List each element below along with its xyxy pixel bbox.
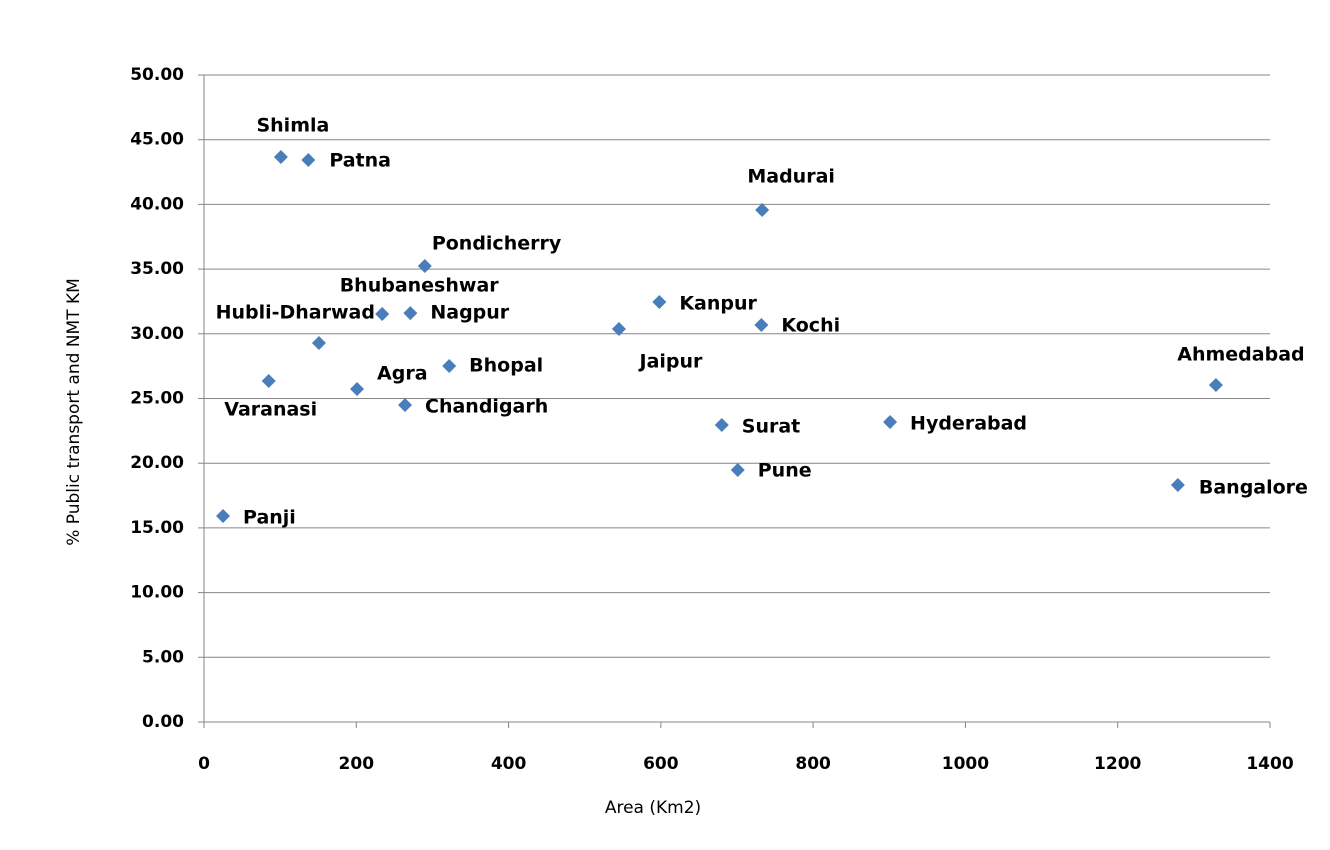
point <box>216 508 231 523</box>
y-tick-label: 25.00 <box>130 389 184 409</box>
y-tick-label: 10.00 <box>130 583 184 603</box>
point <box>350 382 365 397</box>
point-label: Pondicherry <box>432 232 562 254</box>
point-label: Hubli-Dharwad <box>216 301 375 323</box>
point <box>403 306 418 321</box>
x-axis-title: Area (Km2) <box>605 798 701 818</box>
point-label: Bhopal <box>469 355 543 377</box>
point-label: Shimla <box>256 115 329 137</box>
y-tick-label: 45.00 <box>130 130 184 150</box>
point <box>375 307 390 322</box>
point-label: Chandigarh <box>425 395 548 417</box>
point-label: Pune <box>758 460 812 482</box>
point <box>398 397 413 412</box>
x-tick-label: 400 <box>491 754 527 774</box>
point <box>311 335 326 350</box>
point-label: Varanasi <box>224 399 317 421</box>
point-label: Jaipur <box>638 351 704 373</box>
y-axis-title: % Public transport and NMT KM <box>64 278 84 546</box>
point <box>417 258 432 273</box>
point <box>652 294 667 309</box>
point-label: Nagpur <box>430 302 509 324</box>
point-label: Kanpur <box>679 292 757 314</box>
point <box>301 153 316 168</box>
point-label: Bangalore <box>1199 476 1308 498</box>
x-tick-label: 200 <box>339 754 375 774</box>
point <box>442 359 457 374</box>
y-tick-label: 0.00 <box>142 712 184 732</box>
x-tick-label: 600 <box>643 754 679 774</box>
point-label: Agra <box>377 363 428 385</box>
point-label: Madurai <box>747 165 835 187</box>
point <box>1208 378 1223 393</box>
x-tick-label: 1200 <box>1094 754 1141 774</box>
point-label: Patna <box>329 150 391 172</box>
y-tick-label: 40.00 <box>130 194 184 214</box>
x-tick-label: 1400 <box>1246 754 1293 774</box>
point-label: Hyderabad <box>910 413 1027 435</box>
point <box>1170 477 1185 492</box>
x-tick-label: 0 <box>198 754 210 774</box>
point-label: Kochi <box>781 315 840 337</box>
point <box>261 374 276 389</box>
point-label: Surat <box>742 416 800 438</box>
point <box>730 463 745 478</box>
x-tick-label: 1000 <box>942 754 989 774</box>
y-tick-label: 50.00 <box>130 65 184 85</box>
y-tick-label: 15.00 <box>130 518 184 538</box>
point <box>755 202 770 217</box>
point <box>611 322 626 337</box>
x-tick-label: 800 <box>795 754 831 774</box>
point <box>754 318 769 333</box>
y-tick-label: 30.00 <box>130 324 184 344</box>
y-tick-label: 35.00 <box>130 259 184 279</box>
point <box>273 150 288 165</box>
point <box>883 415 898 430</box>
y-tick-label: 5.00 <box>142 647 184 667</box>
point <box>714 418 729 433</box>
y-tick-label: 20.00 <box>130 453 184 473</box>
point-label: Panji <box>243 506 296 528</box>
point-label: Ahmedabad <box>1177 344 1304 366</box>
point-label: Bhubaneshwar <box>340 275 500 297</box>
